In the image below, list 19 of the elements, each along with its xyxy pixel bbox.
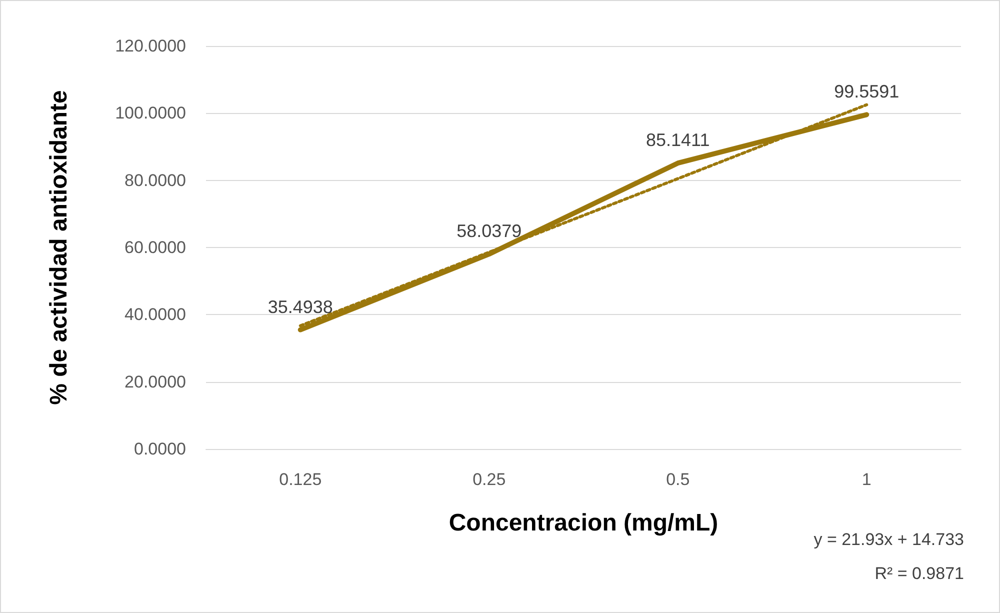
data-label: 85.1411 — [646, 130, 710, 150]
y-tick-label: 40.0000 — [124, 305, 186, 324]
x-tick-label: 0.5 — [666, 470, 690, 489]
x-tick-label: 1 — [862, 470, 872, 489]
data-label: 58.0379 — [456, 221, 522, 242]
y-tick-label: 120.0000 — [115, 36, 186, 56]
y-tick-label: 60.0000 — [124, 238, 186, 257]
text: R² = 0.9871 — [874, 564, 964, 583]
text: y = 21.93x + 14.733 — [814, 530, 964, 549]
y-tick-label: 0.0000 — [134, 440, 186, 458]
x-tick-label: 0.25 — [472, 470, 506, 489]
y-tick-label: 80.0000 — [124, 170, 186, 190]
y-tick-label: 20.0000 — [124, 372, 186, 392]
x-tick-label: 0.125 — [279, 470, 322, 489]
y-axis-title: % de actividad antioxidante — [46, 90, 72, 405]
data-label: 99.5591 — [834, 82, 900, 102]
x-axis-title: Concentracion (mg/mL) — [448, 510, 718, 536]
data-label: 35.4938 — [268, 296, 333, 317]
y-tick-label: 100.0000 — [115, 104, 186, 123]
